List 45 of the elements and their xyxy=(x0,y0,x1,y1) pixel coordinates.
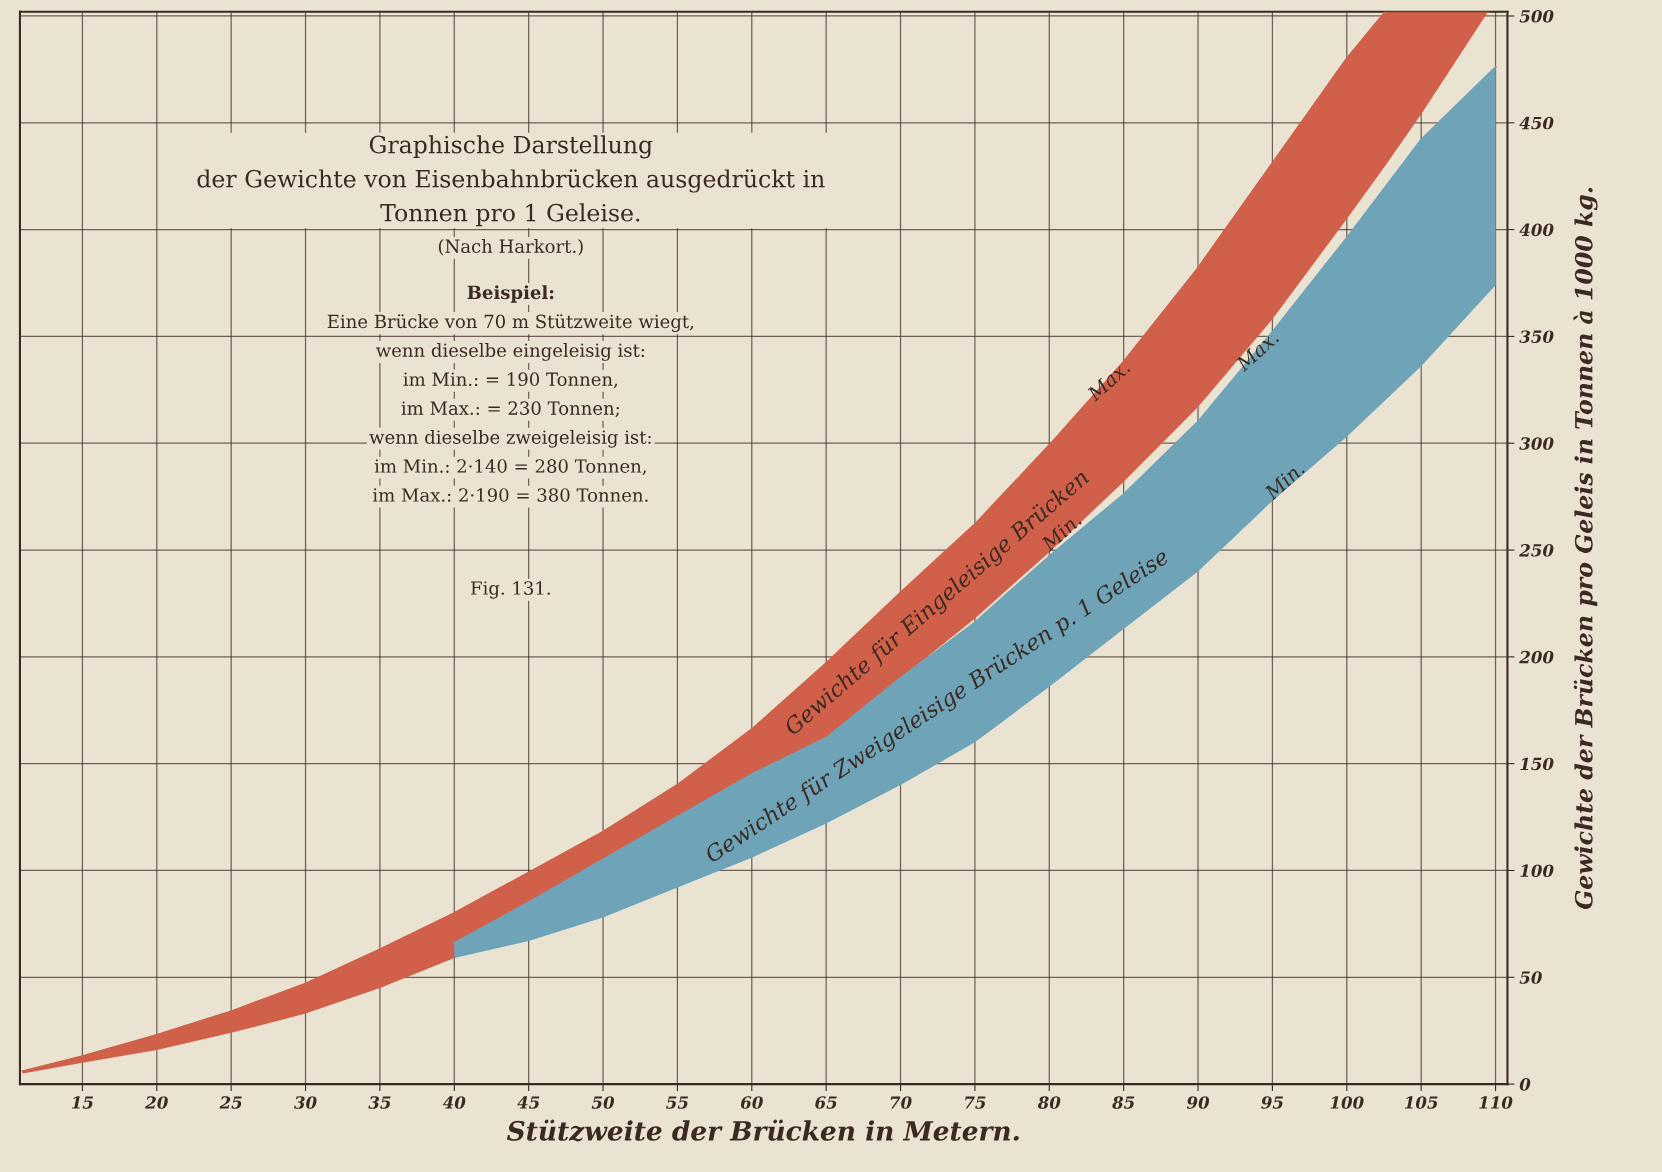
x-tick-label: 80 xyxy=(1037,1096,1061,1109)
x-tick-label: 100 xyxy=(1330,1096,1364,1109)
x-tick-label: 25 xyxy=(219,1096,242,1109)
text: Graphische Darstellung der Gewichte von Eisenbahnbrücken ausgedrückt in Tonnen pro 1 Geleise. xyxy=(197,135,825,227)
annotation: wenn dieselbe zweigeleisig ist: xyxy=(369,429,651,448)
y-tick-label: 50 xyxy=(1519,971,1542,984)
x-tick-label: 30 xyxy=(294,1096,317,1109)
x-tick-label: 15 xyxy=(71,1096,94,1109)
x-tick-label: 55 xyxy=(666,1096,689,1109)
y-tick-label: 500 xyxy=(1519,9,1554,23)
x-tick-label: 65 xyxy=(815,1096,837,1109)
x-tick-label: 85 xyxy=(1112,1096,1135,1109)
x-tick-label: 70 xyxy=(890,1096,912,1109)
annotation: Beispiel: xyxy=(467,285,554,303)
x-tick-label: 40 xyxy=(442,1096,466,1109)
x-tick-label: 105 xyxy=(1404,1096,1438,1109)
x-tick-label: 20 xyxy=(145,1096,168,1109)
annotation: im Max.: = 230 Tonnen; xyxy=(401,401,619,418)
y-tick-label: 100 xyxy=(1520,864,1554,878)
y-tick-label: 450 xyxy=(1519,116,1554,130)
y-tick-label: 150 xyxy=(1520,757,1554,771)
annotation: Eine Brücke von 70 m Stützweite wiegt, xyxy=(327,314,694,332)
text: (Nach Harkort.) xyxy=(438,239,583,256)
y-tick-label: 0 xyxy=(1519,1078,1531,1091)
y-tick-label: 200 xyxy=(1519,650,1554,664)
annotation: Fig. 131. xyxy=(471,581,550,599)
annotation: im Max.: 2·190 = 380 Tonnen. xyxy=(372,488,648,502)
x-tick-label: 90 xyxy=(1186,1096,1210,1109)
x-tick-label: 95 xyxy=(1261,1096,1284,1109)
x-tick-label: 110 xyxy=(1479,1096,1513,1109)
annotation: wenn dieselbe eingeleisig ist: xyxy=(376,343,645,361)
x-tick-label: 45 xyxy=(517,1096,540,1109)
x-tick-label: 50 xyxy=(591,1096,615,1109)
x-tick-label: 60 xyxy=(740,1096,763,1109)
x-tick-label: 35 xyxy=(368,1096,391,1109)
y-tick-label: 400 xyxy=(1519,223,1554,237)
annotation: Min. xyxy=(1263,461,1306,501)
y-tick-label: 250 xyxy=(1519,544,1554,557)
x-tick-label: 75 xyxy=(965,1096,986,1109)
annotation: im Min.: 2·140 = 280 Tonnen, xyxy=(374,459,646,476)
y-axis-title: Gewichte der Brücken pro Geleis in Tonnen à 1000 kg. xyxy=(1573,187,1598,910)
x-axis-title: Stützweite der Brücken in Metern. xyxy=(506,1119,1019,1142)
y-tick-label: 300 xyxy=(1519,437,1554,450)
annotation: im Min.: = 190 Tonnen, xyxy=(403,372,618,389)
y-tick-label: 350 xyxy=(1519,330,1554,343)
